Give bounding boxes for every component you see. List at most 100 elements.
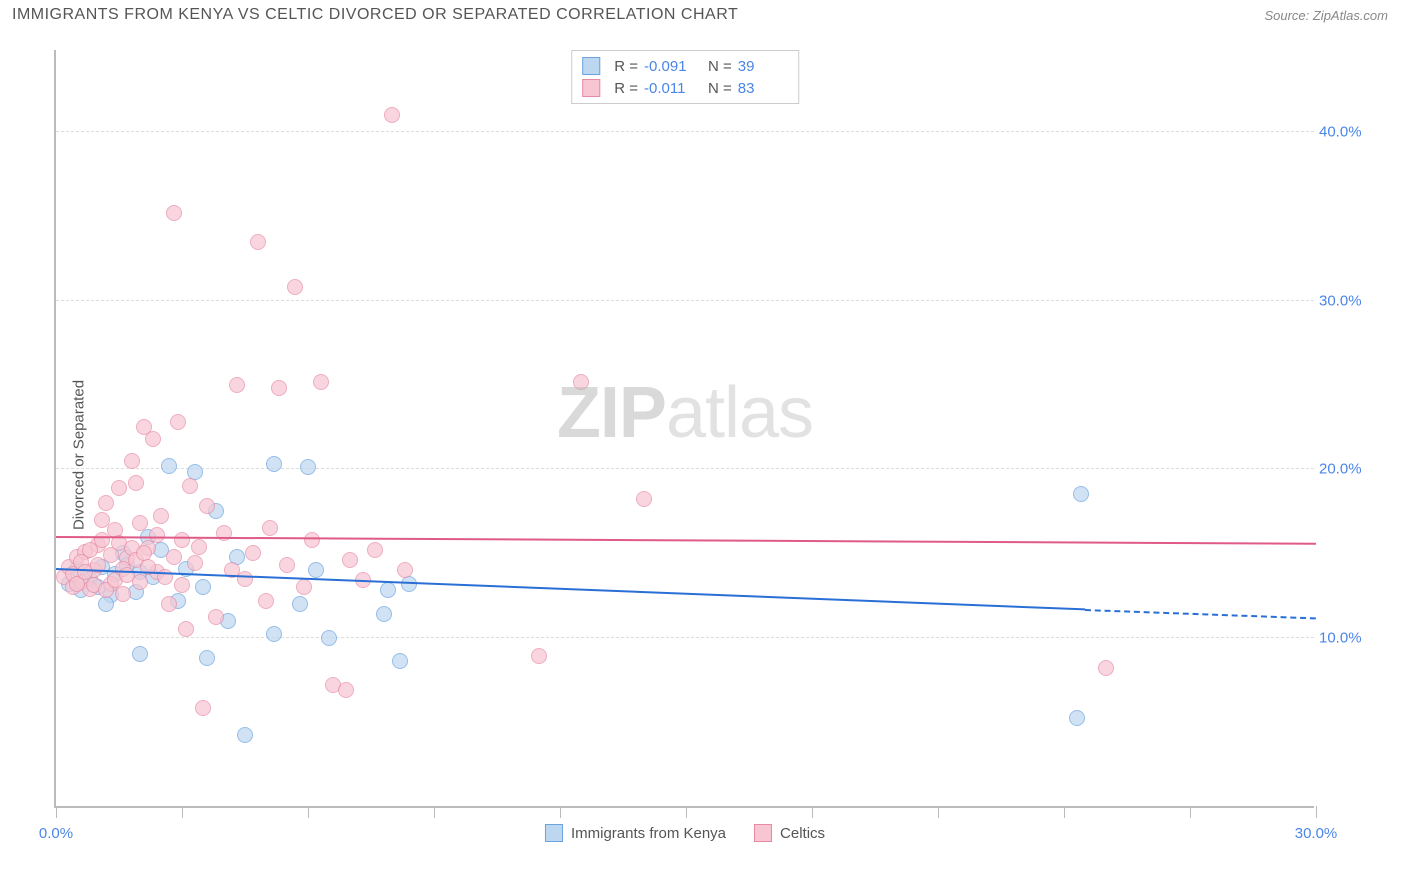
x-tick — [1064, 806, 1065, 818]
r-value: -0.011 — [644, 80, 694, 97]
data-point — [153, 508, 169, 524]
plot-area: ZIPatlas R =-0.091N =39R =-0.011N =83 Im… — [54, 50, 1314, 808]
data-point — [195, 700, 211, 716]
data-point — [132, 574, 148, 590]
x-tick — [938, 806, 939, 818]
data-point — [367, 542, 383, 558]
legend-swatch — [545, 824, 563, 842]
x-tick — [434, 806, 435, 818]
data-point — [115, 586, 131, 602]
data-point — [191, 539, 207, 555]
data-point — [287, 279, 303, 295]
n-value: 83 — [738, 80, 788, 97]
data-point — [300, 459, 316, 475]
data-point — [161, 596, 177, 612]
correlation-legend-row: R = -0.011 N = 83 — [582, 77, 788, 99]
gridline-horizontal — [56, 300, 1314, 301]
data-point — [132, 515, 148, 531]
data-point — [128, 475, 144, 491]
n-value: 39 — [738, 58, 788, 75]
legend-swatch — [754, 824, 772, 842]
x-tick — [812, 806, 813, 818]
watermark: ZIPatlas — [557, 372, 813, 454]
data-point — [262, 520, 278, 536]
y-tick-label: 40.0% — [1319, 124, 1374, 141]
data-point — [174, 532, 190, 548]
data-point — [166, 549, 182, 565]
data-point — [266, 626, 282, 642]
data-point — [636, 491, 652, 507]
gridline-horizontal — [56, 468, 1314, 469]
data-point — [296, 579, 312, 595]
data-point — [94, 532, 110, 548]
source-attribution: Source: ZipAtlas.com — [1264, 8, 1388, 23]
data-point — [384, 107, 400, 123]
chart-header: IMMIGRANTS FROM KENYA VS CELTIC DIVORCED… — [0, 0, 1406, 24]
data-point — [187, 555, 203, 571]
data-point — [237, 727, 253, 743]
data-point — [266, 456, 282, 472]
data-point — [1069, 710, 1085, 726]
data-point — [166, 205, 182, 221]
data-point — [338, 682, 354, 698]
data-point — [1098, 660, 1114, 676]
x-tick — [1316, 806, 1317, 818]
data-point — [161, 458, 177, 474]
data-point — [199, 650, 215, 666]
data-point — [313, 374, 329, 390]
data-point — [199, 498, 215, 514]
chart-container: Divorced or Separated ZIPatlas R =-0.091… — [14, 40, 1392, 870]
data-point — [182, 478, 198, 494]
y-tick-label: 20.0% — [1319, 461, 1374, 478]
data-point — [178, 621, 194, 637]
y-tick-label: 30.0% — [1319, 292, 1374, 309]
data-point — [195, 579, 211, 595]
n-label: N = — [708, 80, 732, 97]
chart-title: IMMIGRANTS FROM KENYA VS CELTIC DIVORCED… — [12, 6, 738, 24]
x-tick — [560, 806, 561, 818]
data-point — [279, 557, 295, 573]
x-tick-label: 30.0% — [1295, 825, 1338, 842]
data-point — [1073, 486, 1089, 502]
x-tick-label: 0.0% — [39, 825, 73, 842]
data-point — [208, 609, 224, 625]
data-point — [145, 431, 161, 447]
data-point — [342, 552, 358, 568]
data-point — [245, 545, 261, 561]
r-label: R = — [614, 58, 638, 75]
n-label: N = — [708, 58, 732, 75]
data-point — [321, 630, 337, 646]
data-point — [170, 414, 186, 430]
data-point — [304, 532, 320, 548]
trendline-dashed — [1085, 609, 1316, 619]
data-point — [174, 577, 190, 593]
legend-swatch — [582, 57, 600, 75]
series-legend-item: Celtics — [754, 824, 825, 842]
data-point — [392, 653, 408, 669]
data-point — [397, 562, 413, 578]
data-point — [124, 453, 140, 469]
gridline-horizontal — [56, 131, 1314, 132]
x-tick — [56, 806, 57, 818]
x-tick — [1190, 806, 1191, 818]
data-point — [573, 374, 589, 390]
series-legend-item: Immigrants from Kenya — [545, 824, 726, 842]
data-point — [149, 527, 165, 543]
series-legend-label: Immigrants from Kenya — [571, 825, 726, 842]
series-legend: Immigrants from Kenya Celtics — [545, 824, 825, 842]
data-point — [292, 596, 308, 612]
data-point — [237, 571, 253, 587]
correlation-legend-row: R = -0.091 N = 39 — [582, 55, 788, 77]
legend-swatch — [582, 79, 600, 97]
data-point — [98, 495, 114, 511]
trendline — [56, 536, 1316, 545]
r-value: -0.091 — [644, 58, 694, 75]
x-tick — [308, 806, 309, 818]
data-point — [111, 480, 127, 496]
correlation-legend: R = -0.091 N = 39 R = -0.011 N = 83 — [571, 50, 799, 104]
r-label: R = — [614, 80, 638, 97]
y-tick-label: 10.0% — [1319, 629, 1374, 646]
data-point — [258, 593, 274, 609]
data-point — [132, 646, 148, 662]
x-tick — [686, 806, 687, 818]
